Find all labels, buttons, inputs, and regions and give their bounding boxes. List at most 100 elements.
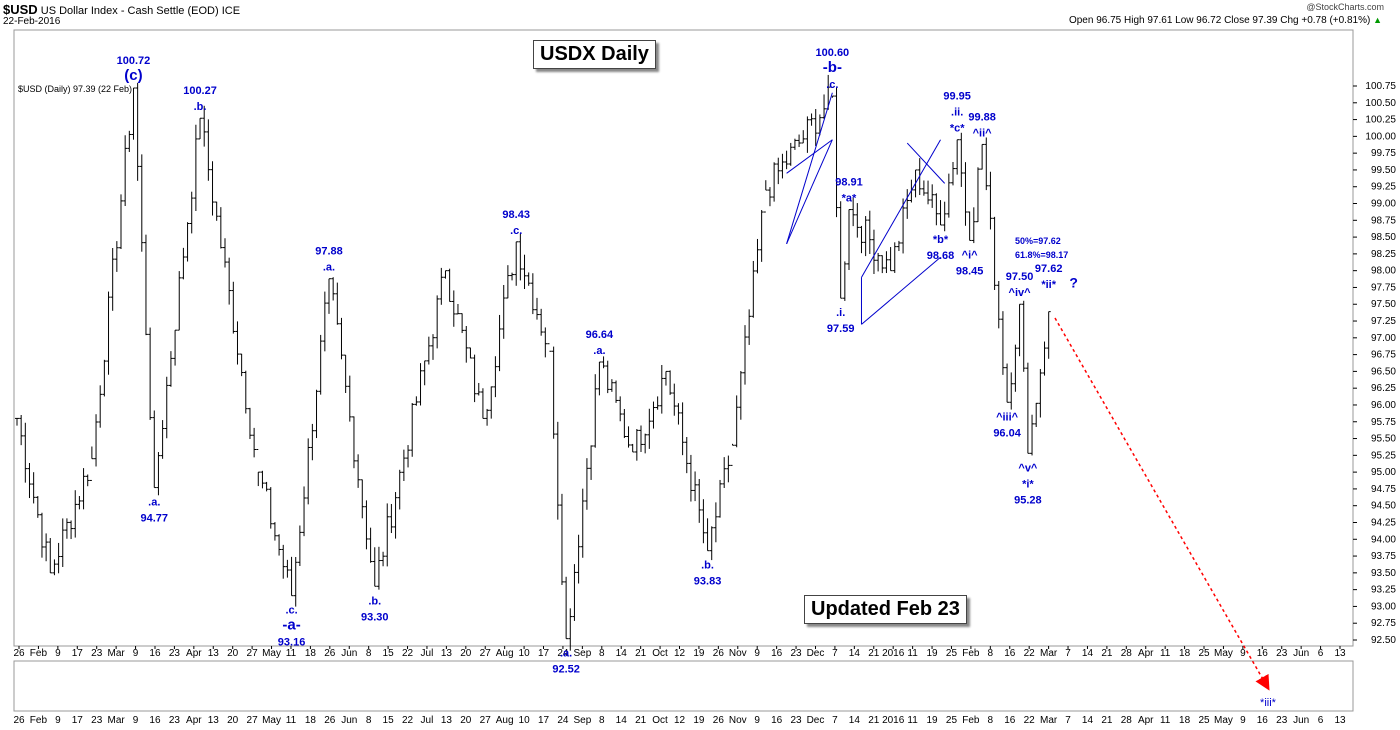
- x-tick-label: Feb: [962, 648, 980, 659]
- quote-summary: Open 96.75 High 97.61 Low 96.72 Close 97…: [1069, 15, 1382, 26]
- x-tick-label: 16: [149, 648, 161, 659]
- x-tick-label-lower: 9: [133, 715, 139, 726]
- x-tick-label-lower: Jun: [1293, 715, 1309, 726]
- x-tick-label-lower: 21: [868, 715, 880, 726]
- x-tick-label: Feb: [30, 648, 48, 659]
- wave-label: ^iv^: [1009, 287, 1032, 299]
- x-tick-label-lower: Apr: [1138, 715, 1154, 726]
- x-tick-label-lower: Oct: [652, 715, 668, 726]
- y-tick-label: 98.25: [1371, 249, 1396, 260]
- y-tick-label: 96.25: [1371, 383, 1396, 394]
- x-tick-label: 15: [383, 648, 395, 659]
- x-tick-label: 22: [1024, 648, 1036, 659]
- y-tick-label: 96.00: [1371, 400, 1396, 411]
- wave-label: 92.52: [552, 664, 580, 676]
- x-tick-label-lower: Apr: [186, 715, 202, 726]
- x-tick-label-lower: 11: [286, 715, 297, 726]
- y-tick-label: 96.75: [1371, 350, 1396, 361]
- x-tick-label: 21: [635, 648, 647, 659]
- x-tick-label-lower: 9: [1240, 715, 1246, 726]
- projection-label: *iii*: [1260, 697, 1277, 709]
- x-tick-label-lower: Nov: [729, 715, 747, 726]
- trendlines: [786, 92, 946, 325]
- trendline: [786, 92, 833, 244]
- wave-label: ^i^: [962, 249, 978, 261]
- y-tick-label: 100.50: [1365, 98, 1396, 109]
- x-tick-label: 20: [227, 648, 239, 659]
- x-tick-label: Jun: [1293, 648, 1309, 659]
- symbol: $USD: [3, 2, 38, 17]
- x-tick-label: 13: [1334, 648, 1346, 659]
- wave-label: 96.64: [586, 329, 614, 341]
- wave-label: 100.27: [183, 85, 217, 97]
- wave-label: *ii*: [1041, 279, 1056, 291]
- x-tick-label: 23: [790, 648, 802, 659]
- wave-label: ^ii^: [973, 127, 993, 139]
- x-tick-label: Oct: [652, 648, 668, 659]
- y-tick-label: 93.75: [1371, 551, 1396, 562]
- x-tick-label-lower: 26: [324, 715, 336, 726]
- wave-label: 99.88: [968, 111, 996, 123]
- x-tick-label-lower: 19: [926, 715, 938, 726]
- wave-label: .a.: [323, 262, 335, 274]
- x-tick-label-lower: 13: [1334, 715, 1346, 726]
- x-tick-label-lower: Jun: [341, 715, 357, 726]
- trendline: [861, 139, 941, 278]
- x-tick-label: 20: [460, 648, 472, 659]
- wave-label: 98.45: [956, 265, 984, 277]
- stockcharts-credit: @StockCharts.com: [1306, 2, 1384, 12]
- trendline: [906, 142, 946, 184]
- y-tick-label: 99.75: [1371, 148, 1396, 159]
- wave-label: 94.77: [141, 513, 169, 525]
- wave-annotations: 100.72(c)100.27.b..a.94.77.c.-a-93.1697.…: [117, 47, 1078, 676]
- wave-label: .a.: [593, 345, 605, 357]
- fib-note-50: 50%=97.62: [1015, 236, 1061, 246]
- wave-label: .a.: [560, 648, 572, 660]
- x-tick-label-lower: 14: [616, 715, 628, 726]
- x-tick-label-lower: 18: [1179, 715, 1191, 726]
- x-tick-label-lower: 26: [713, 715, 725, 726]
- y-tick-label: 92.75: [1371, 618, 1396, 629]
- x-tick-label: 18: [1179, 648, 1191, 659]
- x-tick-label-lower: Mar: [1040, 715, 1058, 726]
- y-tick-label: 97.75: [1371, 282, 1396, 293]
- y-tick-label: 100.25: [1365, 115, 1396, 126]
- x-tick-label: 13: [208, 648, 220, 659]
- legend-text: $USD (Daily) 97.39 (22 Feb): [18, 84, 132, 94]
- wave-label: 93.83: [694, 576, 722, 588]
- x-tick-label-lower: 25: [946, 715, 958, 726]
- y-tick-label: 95.25: [1371, 450, 1396, 461]
- x-tick-label-lower: May: [1214, 715, 1233, 726]
- wave-label: .c.: [285, 605, 297, 617]
- x-tick-label: 27: [247, 648, 259, 659]
- x-tick-label: Nov: [729, 648, 747, 659]
- wave-label: 97.88: [315, 246, 343, 258]
- x-axis-lower: 26 Feb 9 17 23 Mar 9 16 23 Apr 13 20 27 May 11 18 26 Jun 8…: [13, 715, 1346, 726]
- x-tick-label-lower: 24: [557, 715, 569, 726]
- wave-label: 100.72: [117, 55, 151, 67]
- wave-label: *b*: [933, 234, 949, 246]
- wave-label: .i.: [836, 307, 845, 319]
- main-panel-frame: [13, 29, 1354, 647]
- wave-label: .c.: [510, 225, 522, 237]
- y-tick-label: 98.00: [1371, 266, 1396, 277]
- x-tick-label: Mar: [1040, 648, 1058, 659]
- wave-label: .b.: [701, 560, 714, 572]
- x-tick-label-lower: 8: [599, 715, 605, 726]
- wave-label: 97.59: [827, 323, 855, 335]
- x-tick-label-lower: 25: [1198, 715, 1210, 726]
- y-tick-label: 96.50: [1371, 366, 1396, 377]
- chart-header-title: $USD US Dollar Index - Cash Settle (EOD)…: [3, 2, 240, 17]
- wave-label: .c.: [826, 79, 838, 91]
- x-tick-label: 19: [693, 648, 705, 659]
- x-tick-label: 28: [1121, 648, 1133, 659]
- wave-label: *a*: [842, 193, 857, 205]
- x-tick-label: May: [1214, 648, 1233, 659]
- y-tick-label: 93.50: [1371, 568, 1396, 579]
- wave-label: 97.62: [1035, 263, 1063, 275]
- x-tick-label-lower: Mar: [108, 715, 126, 726]
- wave-label: 98.43: [502, 209, 530, 221]
- fib-note-618: 61.8%=98.17: [1015, 250, 1068, 260]
- x-tick-label: 8: [988, 648, 994, 659]
